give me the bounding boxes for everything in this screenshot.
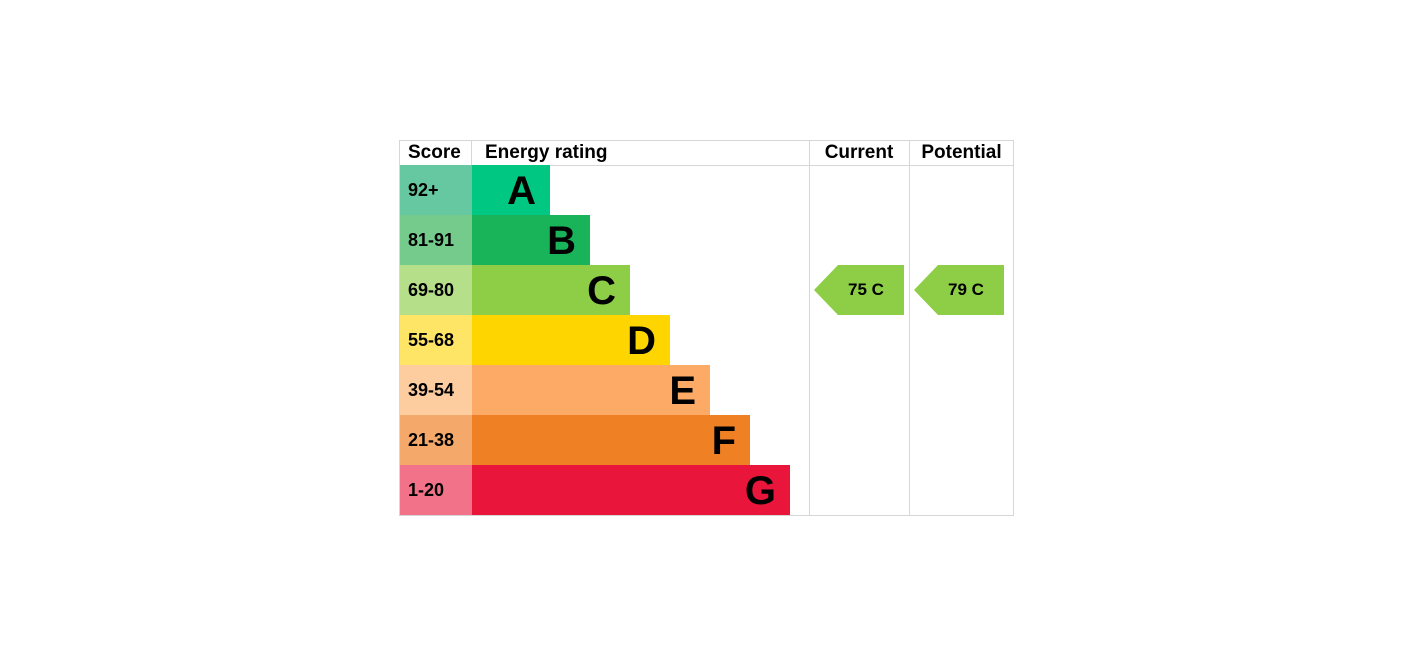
- rating-bar: F: [472, 415, 750, 465]
- score-range: 81-91: [400, 215, 472, 265]
- rating-bar: D: [472, 315, 670, 365]
- epc-chart: Score Energy rating Current Potential 92…: [399, 140, 1014, 516]
- score-range: 69-80: [400, 265, 472, 315]
- potential-rating-label: 79 C: [948, 280, 984, 299]
- rating-bar: B: [472, 215, 590, 265]
- current-divider: [809, 141, 810, 515]
- rating-bar: G: [472, 465, 790, 515]
- rating-bar: E: [472, 365, 710, 415]
- current-rating-arrow: 75 C: [814, 265, 904, 315]
- header-divider: [400, 165, 1013, 166]
- rating-bar: A: [472, 165, 550, 215]
- score-header: Score: [408, 142, 461, 163]
- rating-bar: C: [472, 265, 630, 315]
- score-range: 39-54: [400, 365, 472, 415]
- potential-divider: [909, 141, 910, 515]
- energy-rating-header: Energy rating: [485, 142, 608, 163]
- score-divider: [471, 141, 472, 165]
- score-range: 1-20: [400, 465, 472, 515]
- potential-header: Potential: [921, 142, 1002, 163]
- current-rating-label: 75 C: [848, 280, 884, 299]
- potential-rating-arrow: 79 C: [914, 265, 1004, 315]
- score-range: 92+: [400, 165, 472, 215]
- current-header: Current: [824, 142, 894, 163]
- score-range: 21-38: [400, 415, 472, 465]
- score-range: 55-68: [400, 315, 472, 365]
